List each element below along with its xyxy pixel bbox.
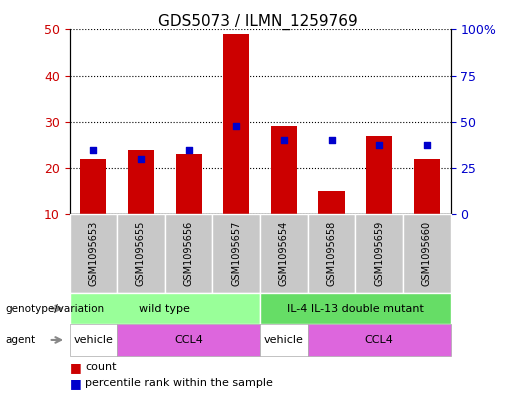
- Point: [328, 137, 336, 143]
- Text: GSM1095653: GSM1095653: [89, 221, 98, 286]
- Bar: [165, 214, 212, 293]
- Point: [184, 146, 193, 152]
- Bar: [70, 214, 117, 293]
- Text: GSM1095659: GSM1095659: [374, 221, 384, 286]
- Text: CCL4: CCL4: [174, 335, 203, 345]
- Text: GSM1095655: GSM1095655: [136, 221, 146, 286]
- Point: [232, 123, 241, 130]
- Point: [137, 156, 145, 162]
- Text: wild type: wild type: [140, 303, 190, 314]
- Text: count: count: [85, 362, 116, 373]
- Text: ■: ■: [70, 361, 81, 374]
- Bar: [70, 293, 260, 324]
- Bar: [223, 34, 249, 214]
- Bar: [70, 324, 117, 356]
- Bar: [403, 214, 451, 293]
- Bar: [414, 159, 440, 214]
- Bar: [260, 293, 451, 324]
- Text: GSM1095656: GSM1095656: [184, 221, 194, 286]
- Bar: [176, 154, 202, 214]
- Text: percentile rank within the sample: percentile rank within the sample: [85, 378, 273, 388]
- Bar: [260, 324, 308, 356]
- Point: [280, 137, 288, 143]
- Bar: [128, 149, 154, 214]
- Bar: [271, 127, 297, 214]
- Text: ■: ■: [70, 376, 81, 390]
- Text: IL-4 IL-13 double mutant: IL-4 IL-13 double mutant: [287, 303, 424, 314]
- Text: GSM1095658: GSM1095658: [327, 221, 336, 286]
- Text: agent: agent: [5, 335, 35, 345]
- Text: CCL4: CCL4: [365, 335, 393, 345]
- Text: genotype/variation: genotype/variation: [5, 303, 104, 314]
- Point: [375, 142, 383, 148]
- Bar: [80, 159, 107, 214]
- Bar: [355, 214, 403, 293]
- Bar: [260, 214, 308, 293]
- Bar: [318, 191, 345, 214]
- Bar: [307, 324, 451, 356]
- Bar: [117, 214, 165, 293]
- Bar: [117, 324, 260, 356]
- Text: vehicle: vehicle: [74, 335, 113, 345]
- Text: GSM1095654: GSM1095654: [279, 221, 289, 286]
- Text: vehicle: vehicle: [264, 335, 304, 345]
- Text: GSM1095657: GSM1095657: [231, 221, 241, 286]
- Text: GDS5073 / ILMN_1259769: GDS5073 / ILMN_1259769: [158, 14, 357, 30]
- Bar: [366, 136, 392, 214]
- Point: [89, 146, 97, 152]
- Text: GSM1095660: GSM1095660: [422, 221, 432, 286]
- Point: [423, 142, 431, 148]
- Bar: [307, 214, 355, 293]
- Bar: [212, 214, 260, 293]
